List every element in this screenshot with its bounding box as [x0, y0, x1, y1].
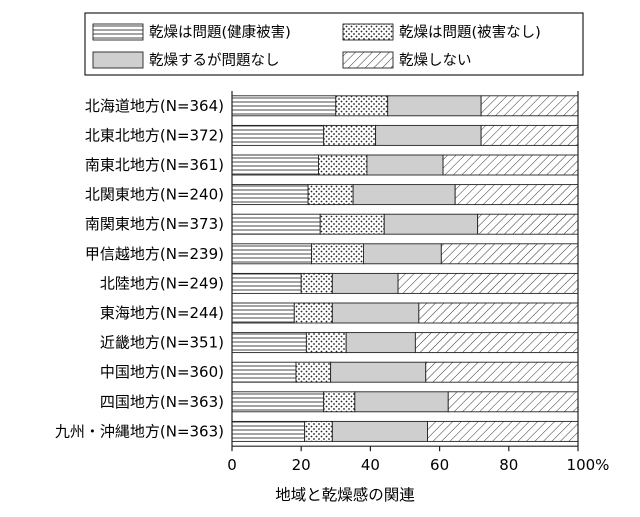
x-tick-label-1: 0: [227, 456, 237, 474]
bar-segment-3-2: [318, 154, 368, 176]
bar-segment-2-1: [231, 124, 325, 146]
bar-segment-10-3: [330, 361, 427, 383]
bar-segment-1-4: [480, 95, 579, 117]
x-tick-label-3: 40: [361, 456, 380, 474]
bar-segment-8-4: [418, 302, 579, 324]
bar-segment-3-4: [442, 154, 579, 176]
x-axis-title: 地域と乾燥感の関連: [275, 486, 415, 504]
bar-segment-9-3: [345, 332, 416, 354]
category-label-5: 南関東地方(N=373): [85, 215, 224, 233]
bar-segment-3-1: [231, 154, 319, 176]
category-labels: 北海道地方(N=364) 北東北地方(N=372) 南東北地方(N=361) 北関東地…: [55, 97, 224, 441]
x-tick-label-2: 20: [292, 456, 311, 474]
bar-segment-10-2: [295, 361, 332, 383]
bar-segment-4-4: [454, 184, 579, 206]
bar-segment-7-3: [331, 272, 399, 294]
legend-swatch-4: [342, 51, 394, 69]
bar-segment-3-3: [366, 154, 444, 176]
bar-segment-11-4: [447, 391, 579, 413]
category-label-11: 四国地方(N=363): [100, 393, 224, 411]
x-tick-label-4: 60: [430, 456, 449, 474]
bar-segment-7-4: [397, 272, 579, 294]
bar-segment-5-3: [383, 213, 479, 235]
bar-segment-10-1: [231, 361, 297, 383]
bar-segment-12-1: [231, 420, 306, 442]
bar-segment-2-2: [323, 124, 377, 146]
bar-segment-9-2: [305, 332, 347, 354]
bars: [231, 95, 579, 442]
legend-label-4: 乾燥しない: [399, 52, 472, 69]
bar-segment-11-1: [231, 391, 325, 413]
bar-segment-1-1: [231, 95, 337, 117]
bar-segment-1-2: [335, 95, 389, 117]
legend-swatch-2: [342, 23, 394, 41]
category-label-3: 南東北地方(N=361): [85, 156, 224, 174]
bar-segment-12-2: [304, 420, 333, 442]
bar-segment-11-2: [323, 391, 356, 413]
category-label-6: 甲信越地方(N=239): [85, 245, 224, 263]
bar-segment-2-4: [480, 124, 579, 146]
bar-segment-4-2: [307, 184, 354, 206]
category-label-12: 九州・沖縄地方(N=363): [55, 422, 224, 440]
category-label-9: 近畿地方(N=351): [100, 334, 224, 352]
bar-segment-4-3: [352, 184, 456, 206]
bar-segment-5-1: [231, 213, 321, 235]
bar-segment-12-4: [427, 420, 579, 442]
x-axis: 0 20 40 60 80 100%: [227, 91, 609, 474]
legend-label-2: 乾燥は問題(被害なし): [399, 24, 541, 41]
bar-segment-2-3: [375, 124, 482, 146]
bar-segment-6-2: [311, 243, 364, 265]
bar-segment-8-3: [331, 302, 420, 324]
x-tick-label-5: 80: [499, 456, 518, 474]
bar-segment-12-3: [331, 420, 428, 442]
bar-segment-6-1: [231, 243, 313, 265]
bar-segment-9-1: [231, 332, 307, 354]
bar-segment-6-3: [363, 243, 442, 265]
category-label-7: 北陸地方(N=249): [100, 274, 224, 292]
legend-label-3: 乾燥するが問題なし: [149, 52, 280, 69]
bar-segment-7-2: [300, 272, 333, 294]
legend-frame: [84, 12, 584, 76]
bar-segment-1-3: [387, 95, 482, 117]
bar-segment-11-3: [354, 391, 449, 413]
category-label-1: 北海道地方(N=364): [85, 97, 224, 115]
legend: 乾燥は問題(健康被害) 乾燥は問題(被害なし) 乾燥するが問題なし 乾燥しない: [84, 12, 584, 76]
bar-segment-5-4: [477, 213, 579, 235]
legend-swatch-1: [92, 23, 144, 41]
bar-segment-9-4: [414, 332, 579, 354]
bar-segment-8-1: [231, 302, 295, 324]
bar-segment-6-4: [440, 243, 579, 265]
category-label-10: 中国地方(N=360): [100, 363, 224, 381]
legend-swatch-3: [92, 51, 144, 69]
bar-segment-7-1: [231, 272, 302, 294]
legend-label-1: 乾燥は問題(健康被害): [149, 24, 291, 41]
bar-segment-4-1: [231, 184, 309, 206]
bar-segment-8-2: [293, 302, 333, 324]
category-label-2: 北東北地方(N=372): [85, 126, 224, 144]
bar-segment-10-4: [425, 361, 579, 383]
bar-segment-5-2: [319, 213, 385, 235]
x-tick-label-6: 100%: [567, 456, 610, 474]
category-label-4: 北関東地方(N=240): [85, 186, 224, 204]
category-label-8: 東海地方(N=244): [100, 304, 224, 322]
